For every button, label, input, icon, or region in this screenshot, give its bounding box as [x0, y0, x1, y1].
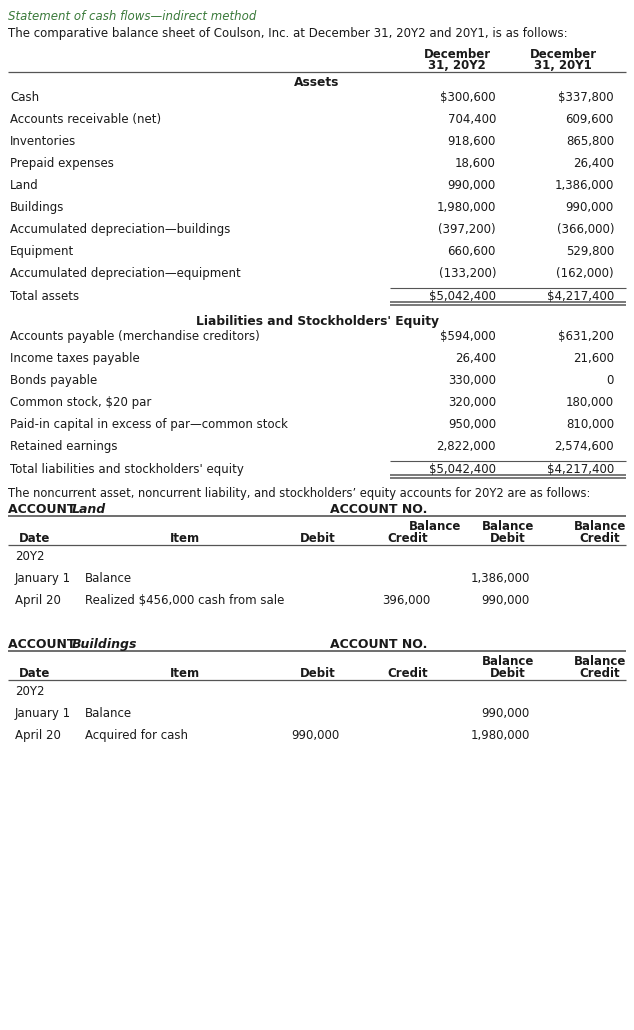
Text: Paid-in capital in excess of par—common stock: Paid-in capital in excess of par—common … — [10, 418, 288, 431]
Text: 1,980,000: 1,980,000 — [470, 729, 530, 742]
Text: Item: Item — [170, 533, 200, 545]
Text: 990,000: 990,000 — [482, 707, 530, 720]
Text: $337,800: $337,800 — [559, 91, 614, 104]
Text: Balance: Balance — [574, 655, 626, 668]
Text: 320,000: 320,000 — [448, 396, 496, 409]
Text: 31, 20Y1: 31, 20Y1 — [534, 59, 592, 72]
Text: 990,000: 990,000 — [448, 179, 496, 192]
Text: Buildings: Buildings — [72, 638, 138, 651]
Text: Credit: Credit — [387, 667, 429, 680]
Text: 2,822,000: 2,822,000 — [436, 440, 496, 453]
Text: Accounts receivable (net): Accounts receivable (net) — [10, 113, 161, 126]
Text: $4,217,400: $4,217,400 — [547, 290, 614, 303]
Text: ACCOUNT NO.: ACCOUNT NO. — [330, 638, 427, 651]
Text: December: December — [529, 48, 597, 61]
Text: April 20: April 20 — [15, 729, 61, 742]
Text: $631,200: $631,200 — [558, 330, 614, 343]
Text: 990,000: 990,000 — [482, 594, 530, 607]
Text: Acquired for cash: Acquired for cash — [85, 729, 188, 742]
Text: 396,000: 396,000 — [382, 594, 430, 607]
Text: 20Y2: 20Y2 — [15, 550, 44, 563]
Text: $5,042,400: $5,042,400 — [429, 464, 496, 476]
Text: December: December — [424, 48, 491, 61]
Text: 1,386,000: 1,386,000 — [555, 179, 614, 192]
Text: Date: Date — [19, 533, 51, 545]
Text: Total liabilities and stockholders' equity: Total liabilities and stockholders' equi… — [10, 464, 244, 476]
Text: 1,386,000: 1,386,000 — [470, 572, 530, 585]
Text: 950,000: 950,000 — [448, 418, 496, 431]
Text: 21,600: 21,600 — [573, 352, 614, 365]
Text: (366,000): (366,000) — [557, 224, 614, 236]
Text: Debit: Debit — [490, 667, 526, 680]
Text: The noncurrent asset, noncurrent liability, and stockholders’ equity accounts fo: The noncurrent asset, noncurrent liabili… — [8, 487, 590, 500]
Text: Inventories: Inventories — [10, 135, 76, 148]
Text: Buildings: Buildings — [10, 201, 65, 214]
Text: 31, 20Y2: 31, 20Y2 — [428, 59, 486, 72]
Text: Land: Land — [10, 179, 39, 192]
Text: 1,980,000: 1,980,000 — [437, 201, 496, 214]
Text: Credit: Credit — [579, 533, 620, 545]
Text: Realized $456,000 cash from sale: Realized $456,000 cash from sale — [85, 594, 285, 607]
Text: Accumulated depreciation—buildings: Accumulated depreciation—buildings — [10, 224, 230, 236]
Text: Statement of cash flows—indirect method: Statement of cash flows—indirect method — [8, 10, 256, 23]
Text: Accumulated depreciation—equipment: Accumulated depreciation—equipment — [10, 267, 241, 280]
Text: Bonds payable: Bonds payable — [10, 374, 97, 387]
Text: January 1: January 1 — [15, 572, 71, 585]
Text: Assets: Assets — [294, 76, 340, 89]
Text: 18,600: 18,600 — [455, 157, 496, 170]
Text: Cash: Cash — [10, 91, 39, 104]
Text: The comparative balance sheet of Coulson, Inc. at December 31, 20Y2 and 20Y1, is: The comparative balance sheet of Coulson… — [8, 27, 567, 40]
Text: (162,000): (162,000) — [557, 267, 614, 280]
Text: (397,200): (397,200) — [438, 224, 496, 236]
Text: Common stock, $20 par: Common stock, $20 par — [10, 396, 152, 409]
Text: Balance: Balance — [482, 520, 534, 533]
Text: 990,000: 990,000 — [566, 201, 614, 214]
Text: 810,000: 810,000 — [566, 418, 614, 431]
Text: Income taxes payable: Income taxes payable — [10, 352, 139, 365]
Text: April 20: April 20 — [15, 594, 61, 607]
Text: Date: Date — [19, 667, 51, 680]
Text: Balance: Balance — [482, 655, 534, 668]
Text: Land: Land — [72, 503, 107, 516]
Text: January 1: January 1 — [15, 707, 71, 720]
Text: 704,400: 704,400 — [448, 113, 496, 126]
Text: Credit: Credit — [579, 667, 620, 680]
Text: 609,600: 609,600 — [566, 113, 614, 126]
Text: Debit: Debit — [300, 533, 336, 545]
Text: Balance: Balance — [409, 520, 461, 533]
Text: Retained earnings: Retained earnings — [10, 440, 117, 453]
Text: 2,574,600: 2,574,600 — [554, 440, 614, 453]
Text: (133,200): (133,200) — [439, 267, 496, 280]
Text: 0: 0 — [607, 374, 614, 387]
Text: Accounts payable (merchandise creditors): Accounts payable (merchandise creditors) — [10, 330, 260, 343]
Text: $594,000: $594,000 — [440, 330, 496, 343]
Text: Balance: Balance — [85, 707, 132, 720]
Text: 990,000: 990,000 — [292, 729, 340, 742]
Text: Total assets: Total assets — [10, 290, 79, 303]
Text: ACCOUNT NO.: ACCOUNT NO. — [330, 503, 427, 516]
Text: Balance: Balance — [574, 520, 626, 533]
Text: 865,800: 865,800 — [566, 135, 614, 148]
Text: $4,217,400: $4,217,400 — [547, 464, 614, 476]
Text: 330,000: 330,000 — [448, 374, 496, 387]
Text: 26,400: 26,400 — [573, 157, 614, 170]
Text: 20Y2: 20Y2 — [15, 685, 44, 698]
Text: $300,600: $300,600 — [441, 91, 496, 104]
Text: 918,600: 918,600 — [448, 135, 496, 148]
Text: ACCOUNT: ACCOUNT — [8, 638, 80, 651]
Text: Debit: Debit — [490, 533, 526, 545]
Text: 180,000: 180,000 — [566, 396, 614, 409]
Text: 660,600: 660,600 — [448, 245, 496, 258]
Text: Prepaid expenses: Prepaid expenses — [10, 157, 114, 170]
Text: Credit: Credit — [387, 533, 429, 545]
Text: 529,800: 529,800 — [566, 245, 614, 258]
Text: Item: Item — [170, 667, 200, 680]
Text: $5,042,400: $5,042,400 — [429, 290, 496, 303]
Text: 26,400: 26,400 — [455, 352, 496, 365]
Text: ACCOUNT: ACCOUNT — [8, 503, 80, 516]
Text: Debit: Debit — [300, 667, 336, 680]
Text: Balance: Balance — [85, 572, 132, 585]
Text: Equipment: Equipment — [10, 245, 74, 258]
Text: Liabilities and Stockholders' Equity: Liabilities and Stockholders' Equity — [195, 315, 439, 328]
